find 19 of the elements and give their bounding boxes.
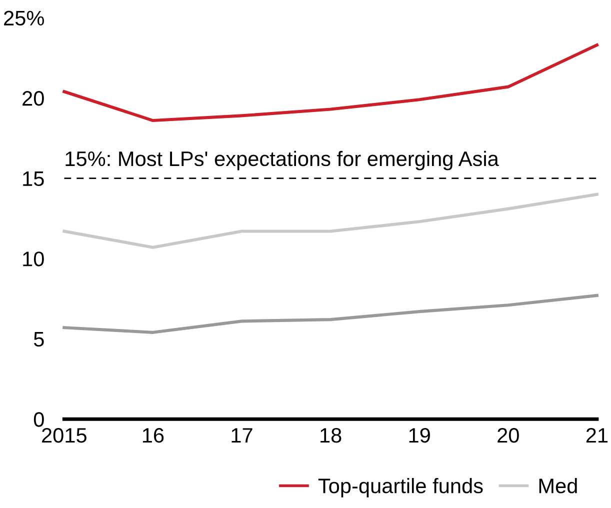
x-tick-label: 18 (320, 428, 342, 443)
ref-line-label: 15%: Most LPs' expectations for emerging Asia (66, 150, 499, 170)
x-tick-label: 16 (142, 428, 164, 443)
legend-label: Top-quartile funds (318, 478, 483, 498)
y-tick-label: 25% (4, 10, 44, 26)
y-tick-label: 0 (34, 412, 44, 427)
line-series (62, 294, 598, 334)
x-tick-label: 20 (498, 428, 519, 443)
x-tick-label: 17 (232, 428, 252, 443)
line-series (62, 44, 598, 122)
legend-label: Med (539, 478, 577, 494)
x-tick-label: 2015 (42, 428, 86, 443)
y-tick-label: 10 (23, 252, 44, 266)
y-tick-label: 20 (22, 91, 44, 106)
x-tick-label: 21 (586, 428, 608, 443)
y-tick-label: 15 (23, 172, 44, 186)
y-tick-label: 5 (34, 332, 44, 347)
x-tick-label: 19 (409, 428, 430, 443)
line-series (62, 192, 598, 249)
